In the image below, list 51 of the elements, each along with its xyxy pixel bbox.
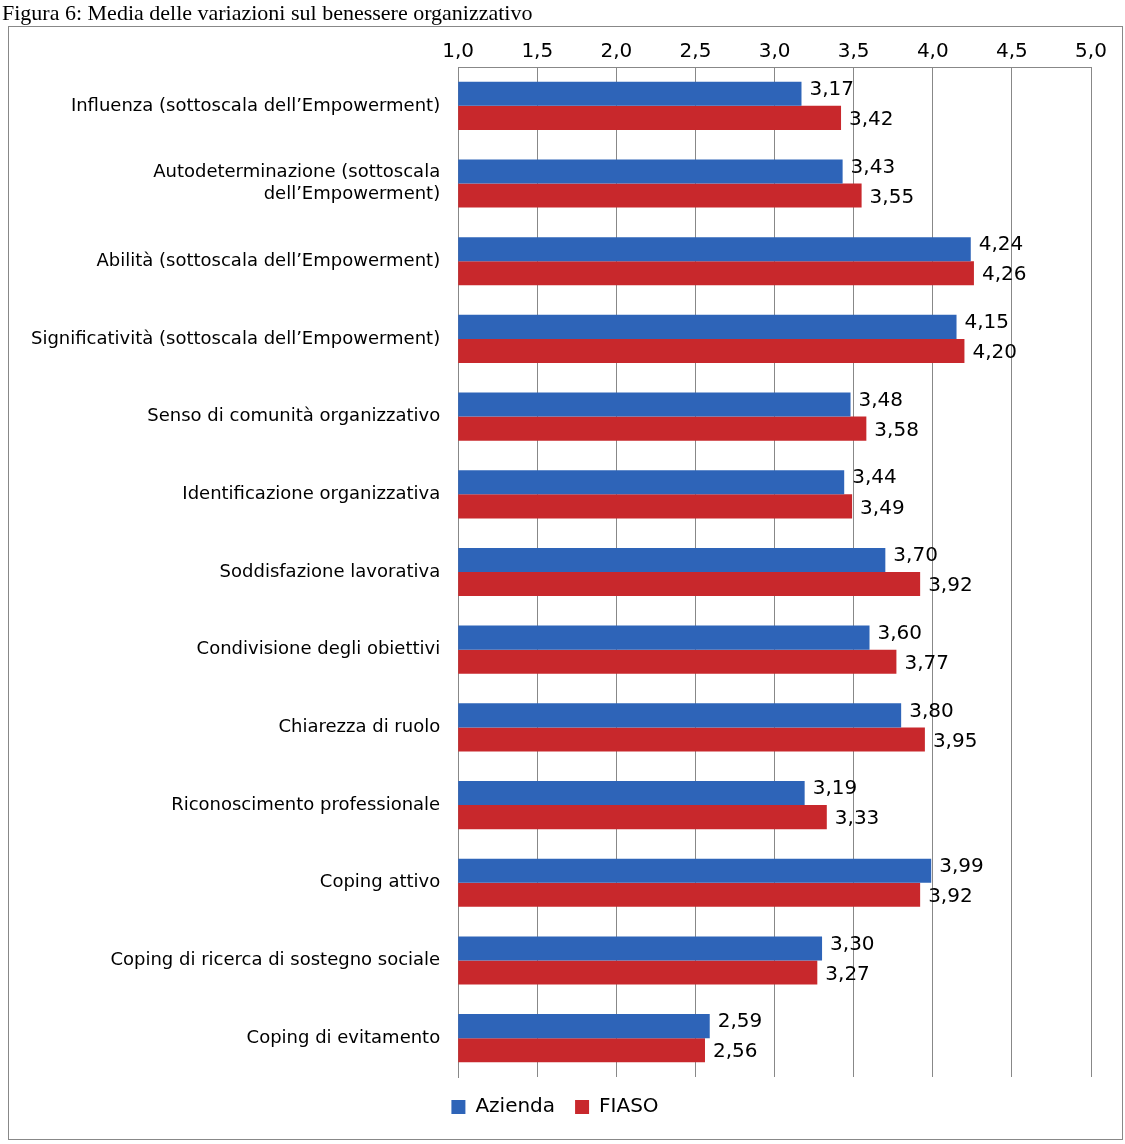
data-label: 3,58	[874, 416, 919, 441]
data-label: 3,95	[932, 727, 978, 752]
data-label: 3,60	[877, 619, 923, 644]
data-label: 3,49	[860, 494, 905, 519]
data-label: 3,99	[939, 852, 984, 877]
data-label: 4,20	[972, 339, 1017, 364]
y-tick-label: Abilità (sottoscala dell’Empowerment)	[96, 248, 441, 270]
data-label: 3,19	[812, 775, 858, 800]
data-label: 3,27	[825, 960, 870, 985]
x-tick-label: 3,5	[837, 38, 870, 63]
y-tick-label: Significatività (sottoscala dell’Empowerment)	[30, 326, 441, 348]
y-tick-label: Influenza (sottoscala dell’Empowerment)	[70, 93, 441, 115]
x-tick-label: 2,0	[600, 38, 633, 63]
y-tick-label: Senso di comunità organizzativo	[147, 404, 441, 426]
legend-label: FIASO	[599, 1093, 659, 1118]
data-label: 3,44	[852, 464, 897, 489]
data-label: 3,77	[904, 649, 949, 674]
x-tick-label: 5,0	[1075, 38, 1107, 63]
x-tick-label: 4,5	[995, 38, 1028, 63]
data-label: 3,92	[928, 883, 973, 908]
data-label: 3,17	[809, 76, 855, 101]
data-label: 3,48	[858, 386, 904, 411]
x-tick-label: 1,5	[521, 38, 554, 63]
data-label: 2,59	[717, 1008, 763, 1033]
data-label: 4,15	[964, 309, 1010, 334]
text: Figura 6: Media delle variazioni sul benessere organizzativo	[1, 0, 534, 26]
y-tick-label: Riconoscimento professionale	[171, 792, 441, 814]
data-label: 4,26	[981, 261, 1027, 286]
data-label: 3,80	[909, 697, 954, 722]
data-label: 3,43	[850, 153, 896, 178]
legend-label: Azienda	[475, 1093, 556, 1118]
y-tick-label: Autodeterminazione (sottoscala dell’Empowerment)	[153, 160, 441, 204]
x-tick-label: 2,5	[679, 38, 712, 63]
y-tick-label: Condivisione degli obiettivi	[196, 637, 441, 659]
y-tick-label: Coping di ricerca di sostegno sociale	[110, 948, 441, 970]
data-label: 3,42	[849, 106, 894, 131]
y-tick-label: Identificazione organizzativa	[182, 481, 441, 503]
data-label: 2,56	[712, 1038, 758, 1063]
data-label: 3,30	[830, 930, 875, 955]
y-tick-label: Soddisfazione lavorativa	[219, 559, 441, 581]
data-label: 3,33	[834, 805, 880, 830]
data-label: 3,92	[928, 572, 973, 597]
x-tick-label: 3,0	[758, 38, 791, 63]
y-tick-label: Coping attivo	[319, 870, 441, 892]
data-label: 4,24	[978, 231, 1024, 256]
x-tick-label: 1,0	[442, 38, 475, 63]
y-tick-label: Chiarezza di ruolo	[278, 715, 441, 737]
data-label: 3,55	[869, 183, 915, 208]
y-tick-label: Coping di evitamento	[246, 1025, 441, 1047]
data-label: 3,70	[893, 542, 938, 567]
x-tick-label: 4,0	[916, 38, 949, 63]
